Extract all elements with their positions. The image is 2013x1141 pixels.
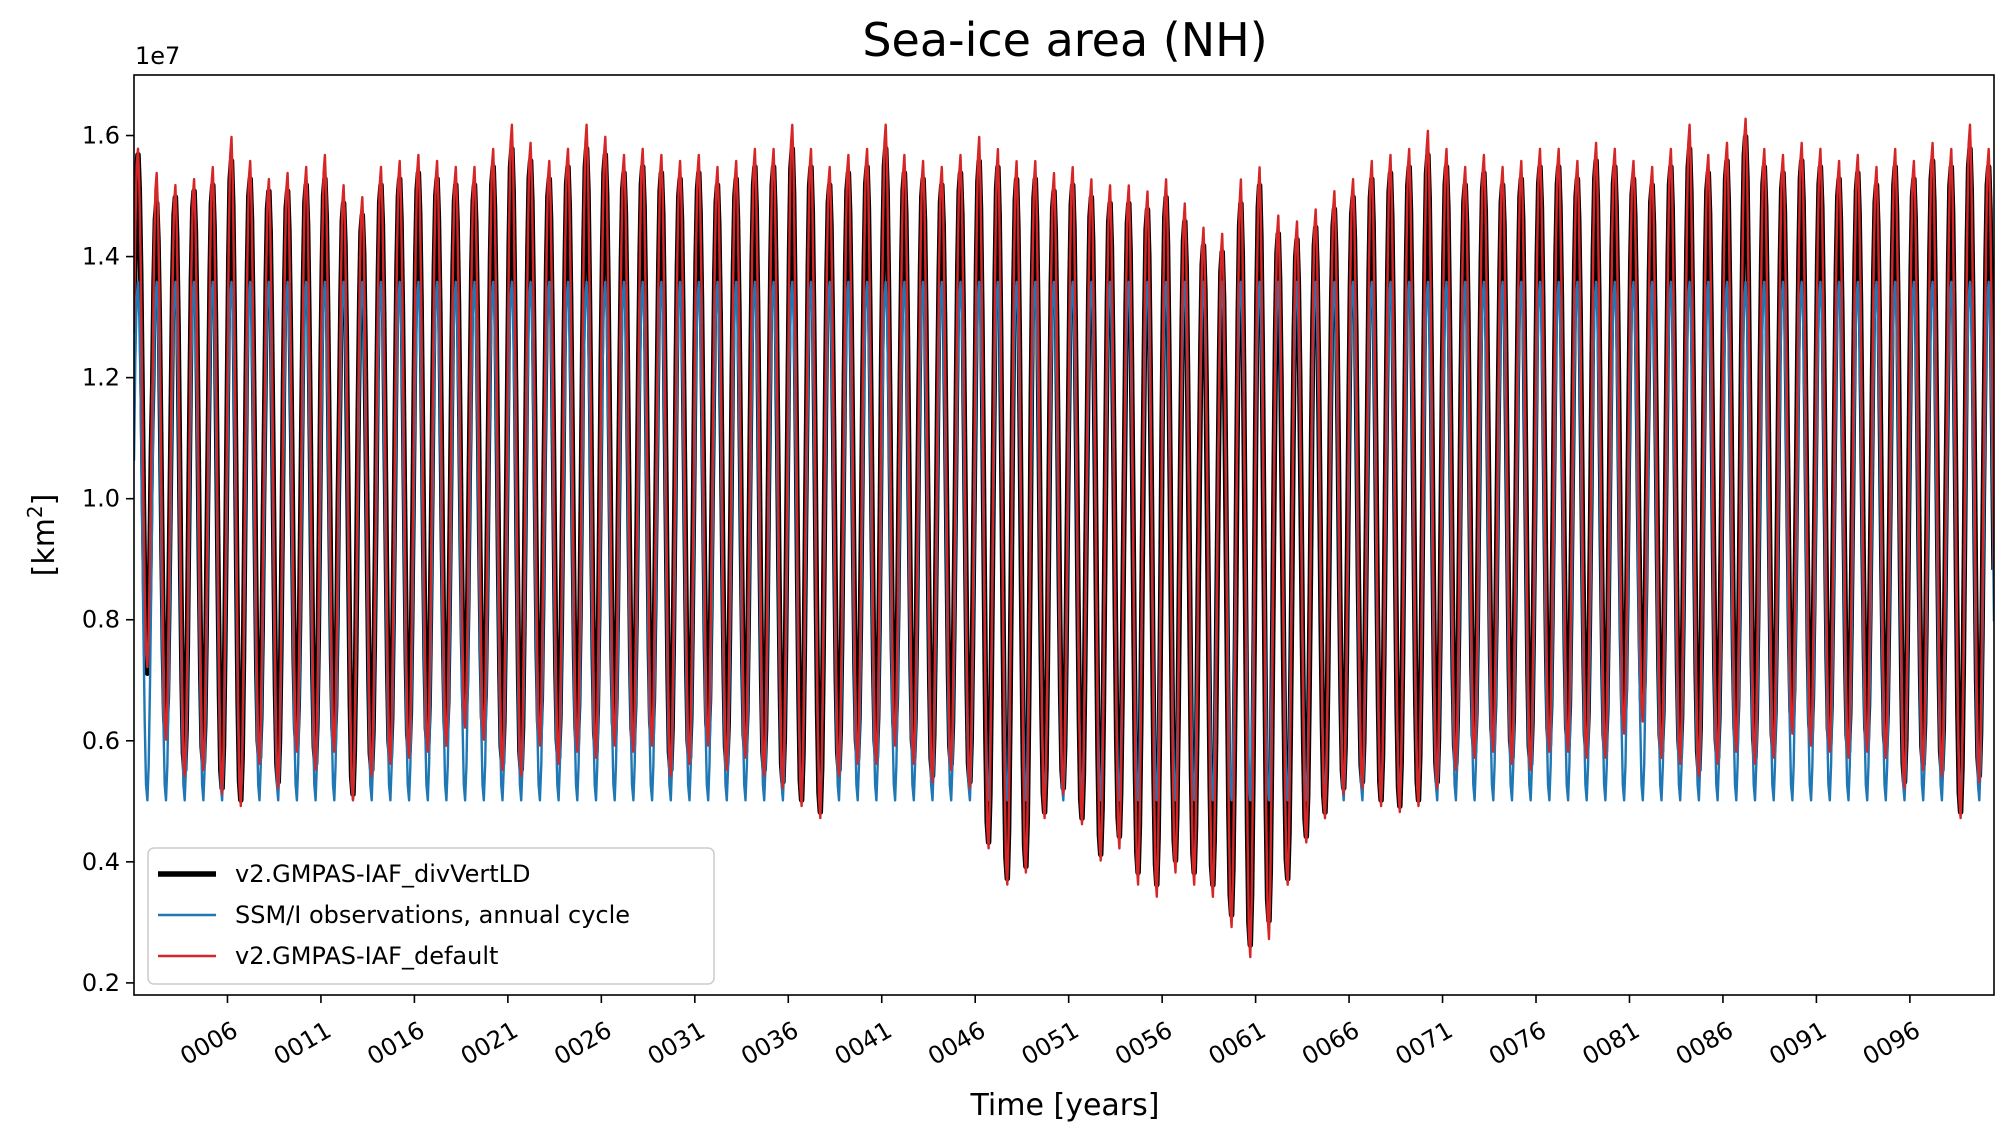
chart-title: Sea-ice area (NH) — [862, 13, 1267, 67]
y-offset-label: 1e7 — [135, 42, 180, 70]
y-tick-label: 0.6 — [82, 727, 120, 755]
y-tick-label: 1.0 — [82, 485, 120, 513]
legend-label-divvertld: v2.GMPAS-IAF_divVertLD — [235, 860, 531, 888]
series-line-default — [134, 117, 1994, 959]
y-tick-label: 1.4 — [82, 243, 120, 271]
y-tick-label: 0.8 — [82, 606, 120, 634]
y-tick-label: 1.6 — [82, 122, 120, 150]
legend-label-ssmi: SSM/I observations, annual cycle — [235, 901, 630, 929]
legend-box — [147, 847, 715, 985]
plot-frame — [133, 74, 1995, 996]
y-axis-title: [km2] — [23, 494, 62, 577]
y-tick-label: 0.4 — [82, 848, 120, 876]
y-axis: 0.2 0.4 0.6 0.8 1.0 1.2 1.4 1.6 — [82, 122, 134, 997]
y-tick-label: 1.2 — [82, 364, 120, 392]
legend: v2.GMPAS-IAF_divVertLD SSM/I observation… — [147, 847, 715, 985]
legend-label-default: v2.GMPAS-IAF_default — [235, 942, 498, 970]
x-axis-title: Time [years] — [970, 1088, 1160, 1123]
plot-area — [133, 74, 1995, 996]
y-tick-label: 0.2 — [82, 969, 120, 997]
series-layer — [134, 117, 1994, 959]
